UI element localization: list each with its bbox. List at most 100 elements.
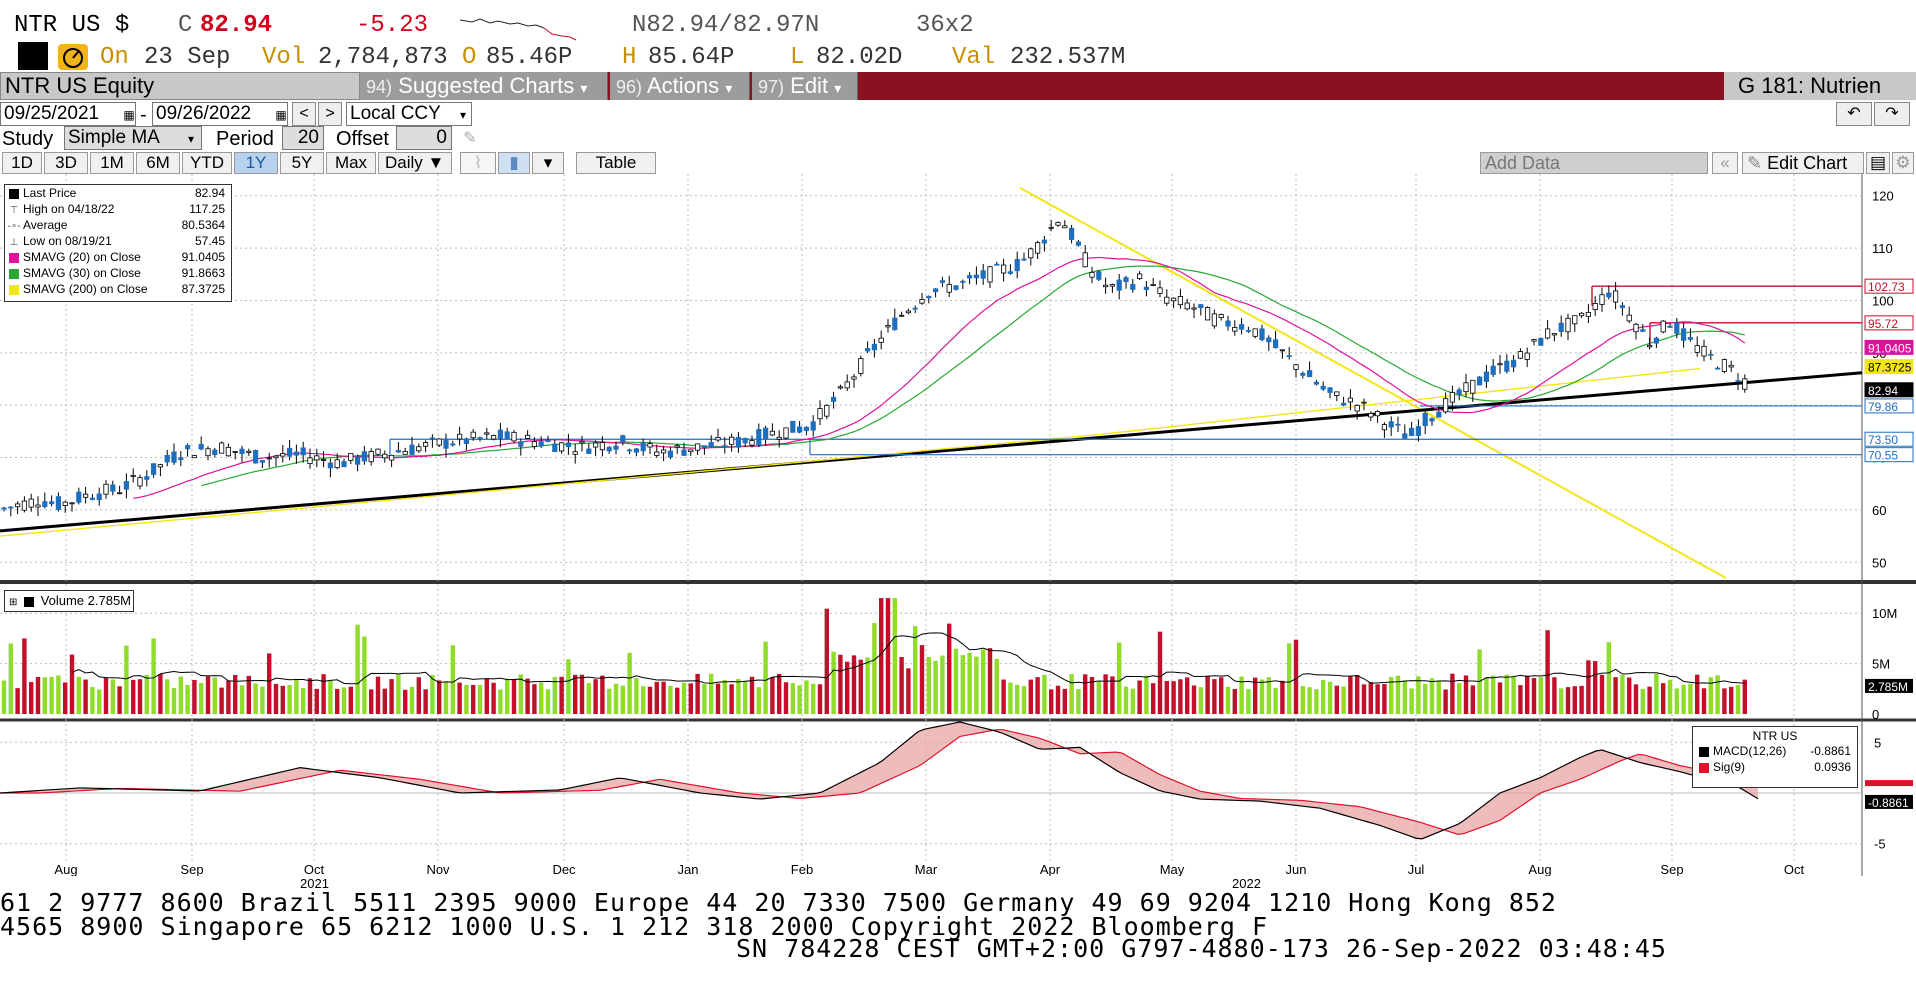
calendar-icon[interactable]: ▦ <box>123 108 135 122</box>
candle-body <box>824 404 830 417</box>
candle-body <box>933 288 939 293</box>
volume-bar <box>185 684 190 714</box>
security-field[interactable]: NTR US Equity <box>0 72 360 100</box>
volume-bar <box>1661 683 1666 714</box>
price-tag-box <box>1864 447 1914 463</box>
volume-value: 2,784,873 <box>318 44 448 71</box>
candle-body <box>49 501 55 505</box>
volume-bar <box>471 684 476 714</box>
price-tag-label: 87.3725 <box>1868 361 1912 375</box>
volume-bar <box>913 626 918 714</box>
prev-period-button[interactable]: < <box>292 102 316 126</box>
candle-body <box>164 455 170 463</box>
menu-label: Actions <box>646 73 720 98</box>
period-max-button[interactable]: Max <box>326 152 376 174</box>
chevron-down-icon[interactable]: ▾ <box>187 132 195 146</box>
period-6m-button[interactable]: 6M <box>136 152 180 174</box>
study-select[interactable]: Simple MA <box>64 126 202 150</box>
candle-body <box>436 438 442 446</box>
period-1d-button[interactable]: 1D <box>2 152 42 174</box>
line-chart-icon[interactable]: ⌇ <box>460 152 496 174</box>
volume-bar <box>763 641 768 714</box>
chart-settings-icon[interactable]: ▤ <box>1866 152 1890 174</box>
offset-input[interactable]: 0 <box>396 126 452 150</box>
chevron-down-icon: ▾ <box>834 80 842 96</box>
candle-body <box>171 451 177 463</box>
edit-menu[interactable]: 97) Edit ▾ <box>752 72 858 100</box>
undo-icon[interactable]: ↶ <box>1836 102 1872 126</box>
pencil-icon[interactable]: ✎ <box>463 130 477 147</box>
period-ytd-button[interactable]: YTD <box>182 152 232 174</box>
candle-body <box>695 443 701 451</box>
candle-body <box>1422 413 1428 426</box>
volume-bar <box>668 685 673 714</box>
edit-chart-button[interactable]: ✎ Edit Chart <box>1742 152 1864 174</box>
price-axis-tick: 100 <box>1872 293 1894 308</box>
volume-bar <box>1552 677 1557 714</box>
legend-label: High on 04/18/22 <box>23 202 115 216</box>
candle-body <box>803 426 810 432</box>
bar-chart-icon[interactable]: ▮ <box>498 152 530 174</box>
volume-bar <box>865 657 870 714</box>
chevron-down-icon[interactable]: ▾ <box>532 152 564 174</box>
period-input[interactable]: 20 <box>282 126 324 150</box>
price-tag-box <box>1864 339 1914 355</box>
volume-bar <box>926 657 931 714</box>
candle-body <box>1674 322 1680 334</box>
candle-body <box>334 459 340 469</box>
volume-bar <box>165 679 170 714</box>
volume-bar <box>1667 679 1673 714</box>
price-tag-label: 70.55 <box>1868 449 1898 463</box>
candle-body <box>1245 329 1251 332</box>
volume-bar <box>1681 684 1686 714</box>
volume-bar <box>369 689 374 714</box>
next-period-button[interactable]: > <box>318 102 342 126</box>
menu-icon[interactable] <box>18 42 48 70</box>
volume-bar <box>49 676 54 714</box>
speedometer-icon[interactable] <box>58 44 88 70</box>
suggested-charts-menu[interactable]: 94) Suggested Charts ▾ <box>360 72 608 100</box>
candle-body <box>1388 421 1394 428</box>
actions-menu[interactable]: 96) Actions ▾ <box>610 72 750 100</box>
add-data-input[interactable]: Add Data <box>1480 152 1708 174</box>
candle-body <box>1103 284 1109 288</box>
period-5y-button[interactable]: 5Y <box>280 152 324 174</box>
candle-body <box>273 455 279 459</box>
volume-bar <box>1633 684 1639 714</box>
period-1y-button[interactable]: 1Y <box>234 152 278 174</box>
collapse-icon[interactable]: « <box>1712 152 1738 174</box>
volume-bar <box>1076 689 1081 714</box>
volume-bar <box>1701 688 1707 714</box>
end-date-field[interactable]: 09/26/2022 <box>152 102 288 126</box>
candle-body <box>361 451 368 462</box>
candle-body <box>1517 351 1523 359</box>
frequency-select[interactable]: Daily ▼ <box>378 152 452 174</box>
candle-body <box>137 477 143 487</box>
macd-swatch <box>1699 746 1709 757</box>
calendar-icon[interactable]: ▦ <box>275 108 287 122</box>
chart-canvas[interactable]: 1201101009080706050102.7395.7291.040587.… <box>0 174 1916 876</box>
volume-bar <box>505 678 510 714</box>
volume-bar <box>1015 684 1020 714</box>
period-3d-button[interactable]: 3D <box>44 152 88 174</box>
chevron-down-icon[interactable]: ▾ <box>459 108 467 122</box>
currency-select[interactable]: Local CCY <box>346 102 472 126</box>
volume-swatch <box>24 596 35 607</box>
period-1m-button[interactable]: 1M <box>90 152 134 174</box>
start-date-field[interactable]: 09/25/2021 <box>0 102 136 126</box>
redo-icon[interactable]: ↷ <box>1874 102 1910 126</box>
candle-body <box>341 461 347 468</box>
table-button[interactable]: Table <box>576 152 656 174</box>
candle-body <box>1633 323 1639 333</box>
expand-icon[interactable]: ⊞ <box>9 597 18 608</box>
volume-bar <box>919 645 925 714</box>
volume-bar <box>981 649 986 714</box>
volume-bar <box>661 681 666 714</box>
candle-body <box>844 381 850 389</box>
candles <box>1 220 1748 517</box>
volume-bar <box>1185 677 1190 714</box>
candle-body <box>810 421 816 431</box>
candle-body <box>531 441 538 447</box>
gear-icon[interactable]: ⚙ <box>1892 152 1914 174</box>
price-tag-box <box>1864 382 1914 398</box>
